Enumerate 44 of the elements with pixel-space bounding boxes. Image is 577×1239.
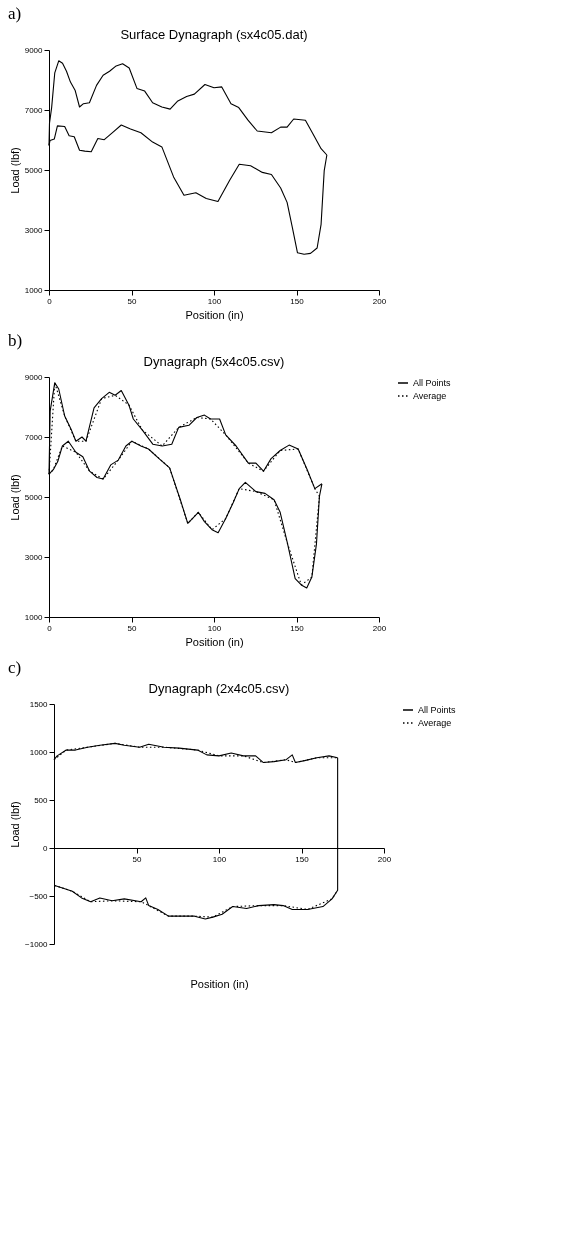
legend-label: Average	[418, 718, 452, 728]
y-tick-label: 7000	[24, 432, 44, 442]
x-tick-label: 50	[127, 296, 137, 306]
y-tick-label: 0	[43, 843, 49, 853]
y-tick-label: 3000	[24, 552, 44, 562]
x-tick-label: 150	[290, 296, 305, 306]
y-tick-label: −500	[29, 891, 49, 901]
x-axis-title: Position (in)	[185, 635, 244, 648]
chart-title: Dynagraph (2x4c05.csv)	[148, 681, 290, 696]
y-tick-label: 1500	[29, 699, 49, 709]
x-tick-label: 50	[132, 854, 142, 864]
y-tick-label: −1000	[25, 939, 49, 949]
x-tick-label: 100	[212, 854, 227, 864]
legend-label: Average	[413, 391, 447, 401]
x-tick-label: 150	[290, 623, 305, 633]
y-tick-label: 500	[34, 795, 49, 805]
y-tick-label: 9000	[24, 372, 44, 382]
x-tick-label: 200	[377, 854, 392, 864]
x-axis-title: Position (in)	[190, 977, 249, 990]
y-axis-title: Load (lbf)	[8, 147, 21, 194]
chart-title: Dynagraph (5x4c05.csv)	[143, 354, 285, 369]
x-tick-label: 150	[295, 854, 310, 864]
y-axis-title: Load (lbf)	[9, 801, 22, 848]
x-tick-label: 200	[372, 623, 387, 633]
x-tick-label: 100	[207, 296, 222, 306]
text: b)	[8, 331, 23, 350]
y-tick-label: 9000	[24, 45, 44, 55]
y-axis-title: Load (lbf)	[8, 474, 21, 521]
y-tick-label: 3000	[24, 225, 44, 235]
text: c)	[8, 658, 22, 677]
y-tick-label: 1000	[24, 285, 44, 295]
y-tick-label: 1000	[29, 747, 49, 757]
y-tick-label: 5000	[24, 165, 44, 175]
x-axis-title: Position (in)	[185, 308, 244, 321]
chart-title: Surface Dynagraph (sx4c05.dat)	[120, 27, 308, 42]
x-tick-label: 100	[207, 623, 222, 633]
text: a)	[8, 4, 22, 23]
y-tick-label: 1000	[24, 612, 44, 622]
x-tick-label: 50	[127, 623, 137, 633]
y-tick-label: 7000	[24, 105, 44, 115]
y-tick-label: 5000	[24, 492, 44, 502]
legend-label: All Points	[418, 705, 457, 715]
x-tick-label: 200	[372, 296, 387, 306]
legend-label: All Points	[413, 378, 452, 388]
